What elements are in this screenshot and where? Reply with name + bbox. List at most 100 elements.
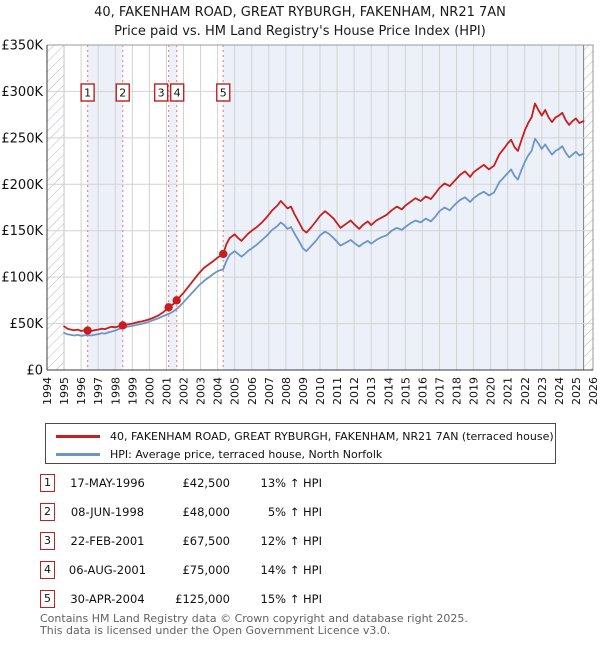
sale-row-price: £67,500 — [182, 534, 230, 548]
sale-table-row: 3 22-FEB-2001 £67,500 12% ↑ HPI — [0, 529, 600, 558]
footer-line-2: This data is licensed under the Open Gov… — [40, 623, 391, 637]
x-axis-tick-label: 2024 — [553, 377, 566, 405]
sale-row-hpi-delta: 5% ↑ HPI — [267, 505, 322, 519]
x-axis-labels: 1994 1995 1996 1997 1998 1999 2000 2001 2002 2003… — [41, 377, 600, 405]
x-axis-tick-label: 2022 — [519, 377, 532, 405]
x-axis-tick-label: 1997 — [92, 377, 105, 405]
sale-table-row: 2 08-JUN-1998 £48,000 5% ↑ HPI — [0, 500, 600, 529]
sale-number-box — [216, 83, 231, 102]
x-axis-tick-label: 2016 — [416, 377, 429, 405]
sale-row-date: 17-MAY-1996 — [70, 476, 145, 490]
license-footer: Contains HM Land Registry data © Crown c… — [40, 613, 468, 636]
x-axis-tick-label: 1995 — [58, 377, 71, 405]
chart-title: 40, FAKENHAM ROAD, GREAT RYBURGH, FAKENH… — [94, 5, 506, 20]
x-axis-tick-label: 2007 — [263, 377, 276, 405]
legend-item-property: 40, FAKENHAM ROAD, GREAT RYBURGH, FAKENH… — [52, 427, 555, 445]
legend-property-label: 40, FAKENHAM ROAD, GREAT RYBURGH, FAKENH… — [110, 429, 554, 443]
sale-row-number: 5 — [40, 590, 55, 608]
footer-line-1: Contains HM Land Registry data © Crown c… — [40, 612, 468, 625]
x-axis-tick-label: 2015 — [399, 377, 412, 405]
y-axis-tick-label: £150K — [1, 224, 43, 239]
ownership-band — [168, 45, 177, 370]
x-axis-tick-label: 2021 — [502, 377, 515, 405]
x-axis-tick-label: 2005 — [229, 377, 242, 405]
no-data-hatch-regions — [47, 45, 593, 370]
x-axis-tick-label: 1998 — [109, 377, 122, 405]
sale-row-hpi-delta: 15% ↑ HPI — [260, 592, 322, 606]
sale-number-box — [153, 83, 169, 102]
chart-subtitle: Price paid vs. HM Land Registry's House … — [114, 24, 486, 39]
x-axis-tick-label: 2008 — [280, 377, 293, 405]
x-axis-tick-label: 1994 — [41, 377, 54, 405]
x-axis-tick-label: 2020 — [485, 377, 498, 405]
sale-row-price: £48,000 — [182, 505, 230, 519]
x-axis-tick-label: 2025 — [570, 377, 583, 405]
x-axis-tick-label: 2003 — [195, 377, 208, 405]
y-axis-tick-label: £300K — [1, 85, 43, 100]
x-axis-tick-label: 2014 — [382, 377, 395, 405]
property-price-line — [63, 102, 585, 332]
chart-titles: 40, FAKENHAM ROAD, GREAT RYBURGH, FAKENH… — [0, 3, 600, 41]
sale-number-label: 3 — [158, 87, 165, 100]
sales-table: 1 17-MAY-1996 £42,500 13% ↑ HPI 2 08-JUN-1998… — [0, 471, 600, 616]
x-axis-tick-label: 2011 — [331, 377, 344, 405]
x-axis-tick-label: 2002 — [178, 377, 191, 405]
x-axis-tick-label: 2012 — [348, 377, 361, 405]
sale-date-dotted-lines — [87, 45, 224, 370]
sale-number-label: 4 — [174, 87, 181, 100]
sale-row-hpi-delta: 14% ↑ HPI — [260, 563, 322, 577]
sale-number-box — [115, 83, 130, 102]
sale-row-date: 22-FEB-2001 — [70, 534, 145, 548]
y-axis-tick-label: £200K — [1, 178, 43, 193]
x-axis-tick-label: 2026 — [587, 377, 600, 405]
x-axis-tick-label: 2013 — [365, 377, 378, 405]
sale-row-hpi-delta: 13% ↑ HPI — [260, 476, 322, 490]
sale-row-price: £75,000 — [182, 563, 230, 577]
x-axis-tick-label: 2023 — [536, 377, 549, 405]
x-axis-tick-label: 2019 — [468, 377, 481, 405]
x-axis-tick-label: 2006 — [246, 377, 259, 405]
x-axis-tick-label: 2018 — [451, 377, 464, 405]
legend-item-hpi: HPI: Average price, terraced house, Nort… — [52, 445, 555, 463]
x-axis-tick-label: 1996 — [75, 377, 88, 405]
sale-point-dot — [219, 249, 228, 259]
x-axis-tick-label: 2004 — [212, 377, 225, 405]
y-axis-labels: £0 £50K £100K £150K £200K £250K £300K £350K — [1, 39, 43, 379]
x-axis-tick-label: 2010 — [314, 377, 327, 405]
sale-point-dot — [83, 326, 92, 335]
sale-number-box — [169, 83, 185, 102]
x-axis-tick-label: 2001 — [160, 377, 173, 405]
sale-row-hpi-delta: 12% ↑ HPI — [260, 534, 322, 548]
sale-point-dot — [164, 303, 173, 312]
sale-point-dot — [118, 321, 127, 330]
sale-number-box — [80, 83, 95, 102]
hpi-average-line — [63, 137, 585, 337]
sale-table-row: 5 30-APR-2004 £125,000 15% ↑ HPI — [0, 587, 600, 616]
x-axis-tick-label: 1999 — [126, 377, 139, 405]
sale-table-row: 1 17-MAY-1996 £42,500 13% ↑ HPI — [0, 471, 600, 500]
sale-row-number: 4 — [40, 561, 55, 579]
sale-row-date: 08-JUN-1998 — [70, 505, 145, 519]
sale-point-dot — [172, 296, 181, 305]
y-axis-tick-label: £50K — [10, 317, 44, 332]
legend-hpi-label: HPI: Average price, terraced house, Nort… — [110, 447, 383, 461]
plot-border — [46, 44, 594, 371]
y-axis-tick-label: £100K — [1, 271, 43, 286]
sale-row-date: 30-APR-2004 — [70, 592, 145, 606]
sale-number-label: 2 — [119, 87, 126, 100]
sale-row-price: £125,000 — [175, 592, 230, 606]
sale-row-price: £42,500 — [182, 476, 230, 490]
sale-row-number: 3 — [40, 532, 55, 550]
series-lines — [63, 102, 585, 337]
y-axis-tick-label: £350K — [1, 39, 43, 54]
sale-row-number: 1 — [40, 474, 55, 492]
x-axis-tick-label: 2009 — [297, 377, 310, 405]
y-axis-tick-label: £250K — [1, 131, 43, 146]
hpi-line-swatch — [56, 452, 100, 456]
y-axis-tick-label: £0 — [26, 364, 43, 379]
property-line-swatch — [56, 434, 100, 438]
sale-point-markers — [83, 249, 228, 335]
